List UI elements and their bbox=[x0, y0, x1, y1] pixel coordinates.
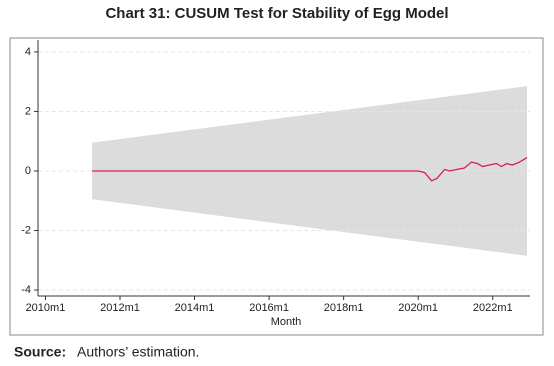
x-axis-title: Month bbox=[271, 316, 302, 328]
x-tick-label: 2010m1 bbox=[26, 302, 66, 314]
source-text: Authors’ estimation. bbox=[77, 344, 199, 360]
x-tick-label: 2014m1 bbox=[175, 302, 215, 314]
y-tick-label: 0 bbox=[25, 165, 31, 177]
chart-frame bbox=[9, 37, 544, 336]
chart-title: Chart 31: CUSUM Test for Stability of Eg… bbox=[105, 5, 448, 22]
y-tick-label: 2 bbox=[25, 105, 31, 117]
x-tick-label: 2022m1 bbox=[473, 302, 513, 314]
x-tick-label: 2020m1 bbox=[398, 302, 438, 314]
y-tick-label: -2 bbox=[21, 224, 31, 236]
cusum-line bbox=[92, 157, 528, 182]
x-tick-label: 2012m1 bbox=[100, 302, 140, 314]
x-tick-label: 2016m1 bbox=[249, 302, 289, 314]
source-label: Source: bbox=[14, 344, 66, 360]
y-tick-label: -4 bbox=[21, 284, 31, 296]
y-tick-label: 4 bbox=[25, 46, 31, 58]
x-tick-label: 2018m1 bbox=[324, 302, 364, 314]
